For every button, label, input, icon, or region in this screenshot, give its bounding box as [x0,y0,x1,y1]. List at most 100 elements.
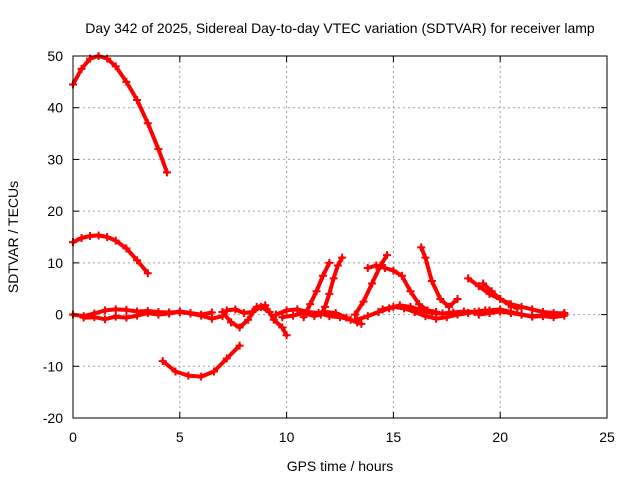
data-point [162,168,171,177]
axis-ticks [72,55,608,419]
data-point [517,302,526,311]
data-point [310,312,319,321]
data-point [231,305,240,314]
data-point [464,309,473,318]
data-point [368,279,377,288]
data-point [133,311,142,320]
y-tick-label: 40 [47,100,63,116]
y-tick-label: 10 [47,255,63,271]
data-point [378,305,387,314]
data-point [154,145,163,154]
y-tick-label: 0 [55,307,63,323]
series-base-d [222,302,274,318]
data-point [207,308,216,317]
data-point [282,331,291,340]
series-arc-low [158,341,244,381]
data-point [474,282,483,291]
data-point [453,295,462,304]
data-point [248,307,257,316]
data-point [487,287,496,296]
data-point [338,253,347,262]
data-point [256,302,265,311]
series-spike-b [316,253,347,319]
data-point [111,62,120,71]
data-point [453,310,462,319]
y-tick-label: -20 [43,410,63,426]
series-spike-e [417,243,462,311]
data-point [560,309,569,318]
data-point [342,313,351,322]
data-point [184,371,193,380]
series-trace [419,245,460,309]
data-point [325,289,334,298]
data-point [158,357,167,366]
series-spike-a [299,258,334,322]
data-point [90,313,99,322]
data-point [423,306,432,315]
data-point [278,323,287,332]
data-point [410,307,419,316]
data-point [528,312,537,321]
data-point [496,295,505,304]
data-point [278,313,287,322]
data-point [239,309,248,318]
data-point [143,119,152,128]
data-point [325,258,334,267]
data-point [474,310,483,319]
data-point [397,271,406,280]
data-point [209,367,218,376]
x-tick-labels: 0 5 10 15 20 25 [69,429,615,445]
data-point [186,309,195,318]
data-point [517,310,526,319]
data-point [227,318,236,327]
data-point [197,310,206,319]
series-spike-d [363,261,441,316]
data-point [143,309,152,318]
data-point [363,264,372,273]
data-point [271,310,280,319]
data-point [496,307,505,316]
data-point [380,264,389,273]
data-point [406,287,415,296]
data-point [374,307,383,316]
data-point [432,314,441,323]
data-point [86,231,95,240]
data-point [329,274,338,283]
data-point [111,312,120,321]
data-point [400,304,409,313]
data-point [506,309,515,318]
chart-title: Day 342 of 2025, Sidereal Day-to-day VTE… [85,20,595,36]
data-point [122,77,131,86]
data-point [333,261,342,270]
data-point [165,309,174,318]
series-layer [69,52,569,381]
data-point [77,64,86,73]
data-point [389,266,398,275]
series-base-b [79,307,216,324]
data-point [154,310,163,319]
y-tick-label: 20 [47,203,63,219]
data-point [222,306,231,315]
data-point [101,315,110,324]
data-point [103,233,112,241]
data-point [549,309,558,318]
series-trace [466,276,567,316]
plot-frame [72,55,608,419]
data-point [133,95,142,104]
data-point [197,372,206,381]
data-point [417,243,426,252]
y-tick-labels: -20 -10 0 10 20 30 40 50 [43,48,63,426]
data-point [479,279,488,288]
series-arc-high [69,52,171,177]
data-point [306,300,315,309]
x-axis-label: GPS time / hours [287,458,394,474]
data-point [265,307,274,316]
data-point [444,302,453,311]
data-point [293,305,302,314]
data-point [312,287,321,296]
data-point [357,319,366,328]
data-point [143,269,152,278]
data-point [442,313,451,322]
data-point [350,310,359,319]
